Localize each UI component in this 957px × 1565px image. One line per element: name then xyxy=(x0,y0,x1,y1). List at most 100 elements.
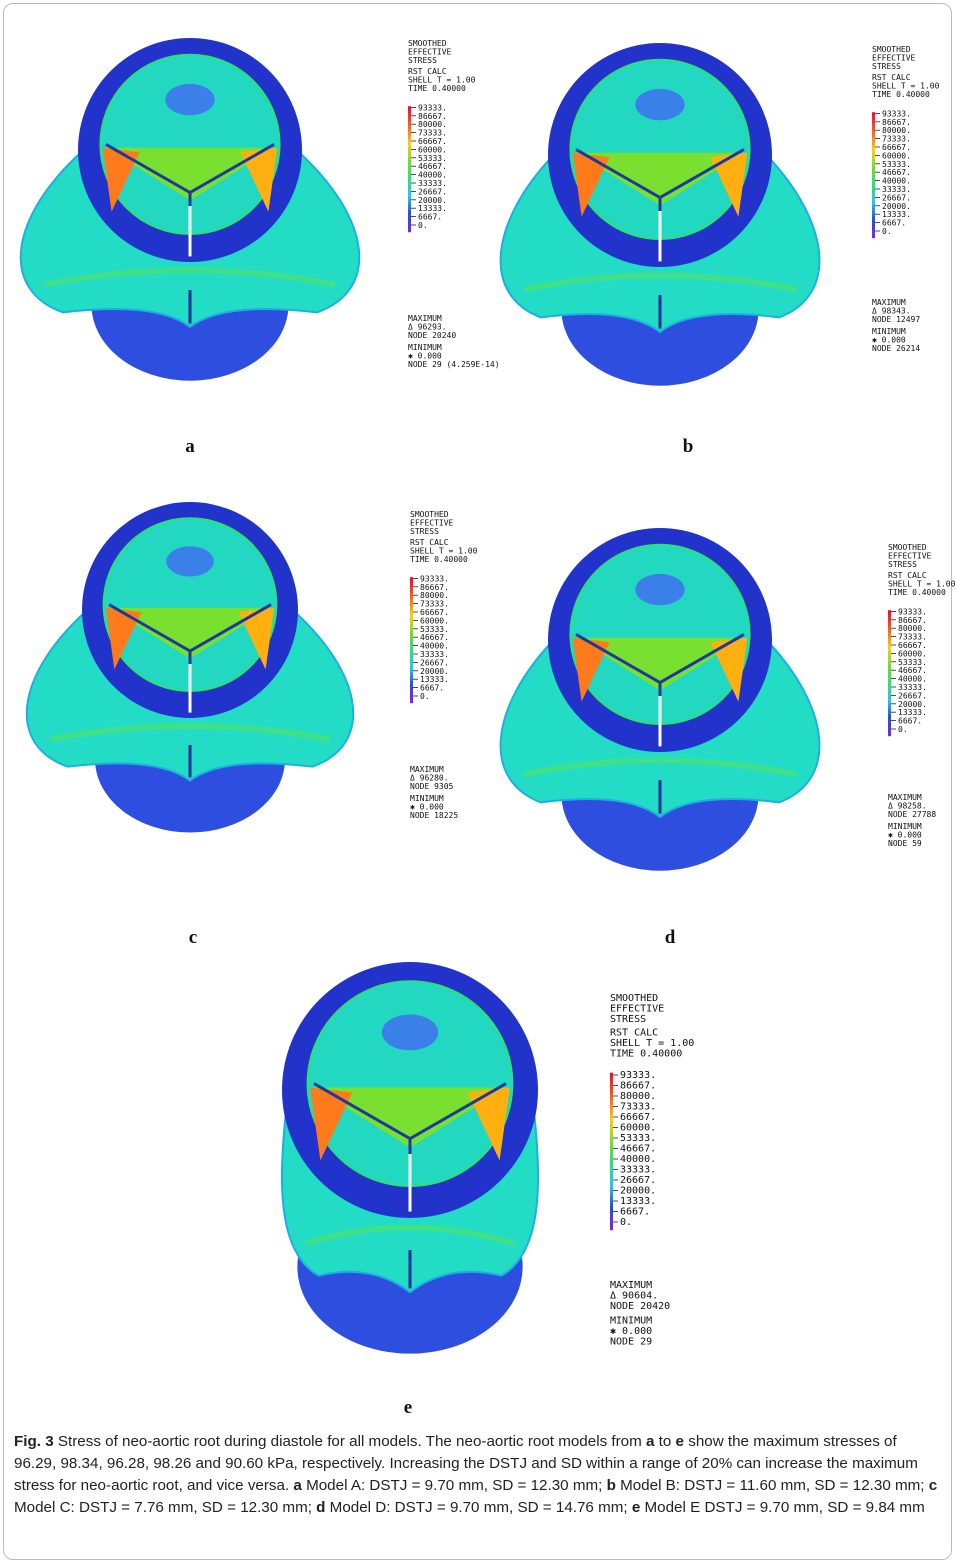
caption-text: Model C: DSTJ = 7.76 mm, SD = 12.30 mm; xyxy=(14,1499,317,1516)
color-bar-label: 26667. xyxy=(898,691,927,700)
color-bar-label: 53333. xyxy=(418,154,447,163)
leaflet-hot-right xyxy=(710,152,748,217)
leaflet-hot-left xyxy=(310,1087,353,1161)
caption-bold: e xyxy=(631,1499,641,1516)
legend-footer: MAXIMUM xyxy=(410,765,444,774)
legend-footer: MAXIMUM xyxy=(610,1280,652,1291)
caption-text: Model A: DSTJ = 9.70 mm, SD = 12.30 mm; xyxy=(301,1477,607,1494)
legend-footer: Δ 98343. xyxy=(872,306,911,315)
low-stress-spot xyxy=(166,546,214,577)
color-bar-label: 33333. xyxy=(418,179,447,188)
color-bar-label: 33333. xyxy=(898,683,927,692)
caption: Fig. 3 Stress of neo-aortic root during … xyxy=(14,1431,939,1519)
color-bar-label: 6667. xyxy=(898,717,922,726)
color-bar-label: 60000. xyxy=(898,649,927,658)
legend-footer: MAXIMUM xyxy=(408,314,442,323)
color-bar-label: 0. xyxy=(620,1217,632,1228)
color-bar-label: 33333. xyxy=(620,1165,656,1176)
color-bar-label: 0. xyxy=(418,221,428,230)
legend-footer: NODE 20240 xyxy=(408,331,456,340)
color-bar-label: 0. xyxy=(898,725,908,734)
legend-header: TIME 0.40000 xyxy=(888,588,946,597)
color-bar-label: 80000. xyxy=(882,126,911,135)
color-bar-label: 26667. xyxy=(420,658,449,667)
leaflet-stress xyxy=(109,607,271,659)
caption-bold: a xyxy=(293,1477,302,1494)
caption-bold: a xyxy=(645,1433,655,1450)
color-bar xyxy=(410,577,413,704)
color-bar-label: 26667. xyxy=(882,193,911,202)
color-bar-label: 60000. xyxy=(420,616,449,625)
color-bar-label: 20000. xyxy=(420,667,449,676)
panel-label: a xyxy=(185,436,195,457)
legend-header: RST CALC xyxy=(408,67,447,76)
color-bar-label: 60000. xyxy=(418,145,447,154)
color-bar-label: 53333. xyxy=(620,1133,656,1144)
color-bar-label: 93333. xyxy=(620,1070,656,1081)
legend-footer: NODE 26214 xyxy=(872,344,920,353)
caption-text: Model D: DSTJ = 9.70 mm, SD = 14.76 mm; xyxy=(325,1499,632,1516)
color-bar-label: 46667. xyxy=(418,162,447,171)
color-bar-label: 6667. xyxy=(882,219,906,228)
color-bar-label: 13333. xyxy=(620,1196,656,1207)
color-bar-label: 40000. xyxy=(620,1154,656,1165)
color-bar xyxy=(610,1072,613,1231)
sinus-shading xyxy=(304,1224,516,1247)
legend-header: EFFECTIVE xyxy=(610,1004,664,1015)
color-bar-label: 13333. xyxy=(418,204,447,213)
color-bar-label: 86667. xyxy=(620,1081,656,1092)
color-bar-label: 13333. xyxy=(898,708,927,717)
color-bar-label: 73333. xyxy=(420,600,449,609)
legend-header: EFFECTIVE xyxy=(872,53,916,62)
legend-header: STRESS xyxy=(610,1014,646,1025)
color-bar-label: 33333. xyxy=(882,185,911,194)
color-bar-label: 53333. xyxy=(420,625,449,634)
color-bar-label: 73333. xyxy=(620,1102,656,1113)
color-bar-label: 80000. xyxy=(898,624,927,633)
legend-footer: Δ 90604. xyxy=(610,1291,658,1302)
color-bar-label: 80000. xyxy=(418,120,447,129)
color-bar-label: 40000. xyxy=(418,171,447,180)
sinus-shading xyxy=(49,723,331,743)
legend-header: RST CALC xyxy=(888,571,927,580)
color-bar-label: 20000. xyxy=(418,196,447,205)
legend-header: RST CALC xyxy=(410,538,449,547)
caption-text: Stress of neo-aortic root during diastol… xyxy=(53,1433,646,1450)
leaflet-hot-left xyxy=(572,637,610,702)
low-stress-spot xyxy=(381,1014,439,1051)
color-bar-label: 33333. xyxy=(420,650,449,659)
color-bar-label: 86667. xyxy=(882,118,911,127)
color-bar-label: 20000. xyxy=(882,202,911,211)
legend-header: SHELL T = 1.00 xyxy=(610,1038,694,1049)
panel-label: d xyxy=(665,927,676,948)
color-bar-label: 80000. xyxy=(420,591,449,600)
color-bar-label: 46667. xyxy=(620,1144,656,1155)
legend-header: RST CALC xyxy=(872,73,911,82)
color-bar-label: 66667. xyxy=(420,608,449,617)
legend-header: TIME 0.40000 xyxy=(610,1049,682,1060)
leaflet-hot-right xyxy=(467,1087,510,1161)
color-bar-label: 40000. xyxy=(420,642,449,651)
panel-label: b xyxy=(683,436,694,457)
caption-text: Model B: DSTJ = 11.60 mm, SD = 12.30 mm; xyxy=(615,1477,929,1494)
legend-header: EFFECTIVE xyxy=(888,551,932,560)
color-bar-label: 66667. xyxy=(620,1112,656,1123)
leaflet-stress xyxy=(314,1087,506,1148)
legend-header: SHELL T = 1.00 xyxy=(408,76,476,85)
caption-text: show the maximum stresses of 96.29, 98.3… xyxy=(14,1433,918,1494)
color-bar-label: 0. xyxy=(420,692,430,701)
legend-footer: NODE 20420 xyxy=(610,1301,670,1312)
legend-header: TIME 0.40000 xyxy=(872,90,930,99)
legend-footer: ✱ 0.000 xyxy=(408,352,442,361)
caption-bold: b xyxy=(606,1477,616,1494)
legend-header: TIME 0.40000 xyxy=(410,555,468,564)
color-bar-label: 93333. xyxy=(898,607,927,616)
color-bar-label: 73333. xyxy=(898,633,927,642)
leaflet-stress xyxy=(576,152,744,206)
color-bar-label: 73333. xyxy=(882,135,911,144)
color-bar-label: 6667. xyxy=(620,1207,650,1218)
legend-footer: MINIMUM xyxy=(872,327,906,336)
color-bar-label: 20000. xyxy=(620,1186,656,1197)
legend-footer: NODE 18225 xyxy=(410,811,458,820)
